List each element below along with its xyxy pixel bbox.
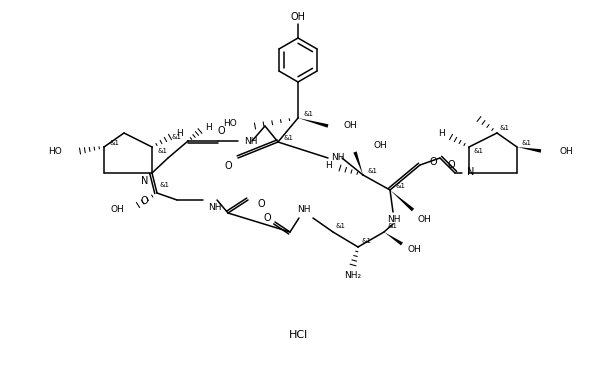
Text: OH: OH bbox=[110, 204, 124, 214]
Text: O: O bbox=[217, 126, 225, 136]
Text: O: O bbox=[447, 160, 455, 170]
Text: H: H bbox=[325, 161, 332, 169]
Text: HO: HO bbox=[48, 146, 62, 155]
Text: O: O bbox=[258, 199, 266, 209]
Text: &1: &1 bbox=[368, 168, 378, 174]
Text: OH: OH bbox=[559, 146, 573, 155]
Text: &1: &1 bbox=[172, 134, 182, 140]
Text: H: H bbox=[438, 130, 445, 138]
Polygon shape bbox=[353, 151, 363, 175]
Text: OH: OH bbox=[418, 215, 432, 224]
Text: OH: OH bbox=[373, 142, 387, 150]
Text: HCl: HCl bbox=[288, 330, 308, 340]
Text: &1: &1 bbox=[521, 140, 531, 146]
Polygon shape bbox=[390, 190, 414, 211]
Text: &1: &1 bbox=[284, 135, 294, 141]
Text: NH: NH bbox=[297, 205, 311, 215]
Text: N: N bbox=[141, 176, 148, 186]
Text: NH: NH bbox=[208, 204, 222, 212]
Text: OH: OH bbox=[408, 246, 422, 254]
Text: N: N bbox=[467, 167, 474, 177]
Text: OH: OH bbox=[344, 120, 358, 130]
Text: NH: NH bbox=[244, 137, 257, 146]
Text: &1: &1 bbox=[160, 182, 170, 188]
Text: H: H bbox=[176, 130, 183, 138]
Text: &1: &1 bbox=[395, 183, 405, 189]
Text: NH: NH bbox=[331, 153, 344, 161]
Text: O: O bbox=[140, 196, 148, 206]
Text: NH: NH bbox=[387, 215, 401, 224]
Text: &1: &1 bbox=[304, 111, 314, 117]
Text: &1: &1 bbox=[157, 148, 167, 154]
Text: OH: OH bbox=[290, 12, 306, 22]
Text: HO: HO bbox=[224, 119, 237, 128]
Text: &1: &1 bbox=[500, 125, 510, 131]
Text: &1: &1 bbox=[336, 223, 346, 229]
Text: O: O bbox=[263, 213, 271, 223]
Text: &1: &1 bbox=[109, 140, 119, 146]
Text: NH₂: NH₂ bbox=[344, 270, 362, 280]
Polygon shape bbox=[298, 118, 328, 128]
Polygon shape bbox=[517, 147, 541, 153]
Text: &1: &1 bbox=[387, 223, 397, 229]
Text: O: O bbox=[430, 157, 437, 167]
Polygon shape bbox=[384, 232, 403, 245]
Text: &1: &1 bbox=[361, 238, 371, 244]
Text: &1: &1 bbox=[473, 148, 483, 154]
Text: H: H bbox=[205, 123, 212, 132]
Text: O: O bbox=[224, 161, 232, 171]
